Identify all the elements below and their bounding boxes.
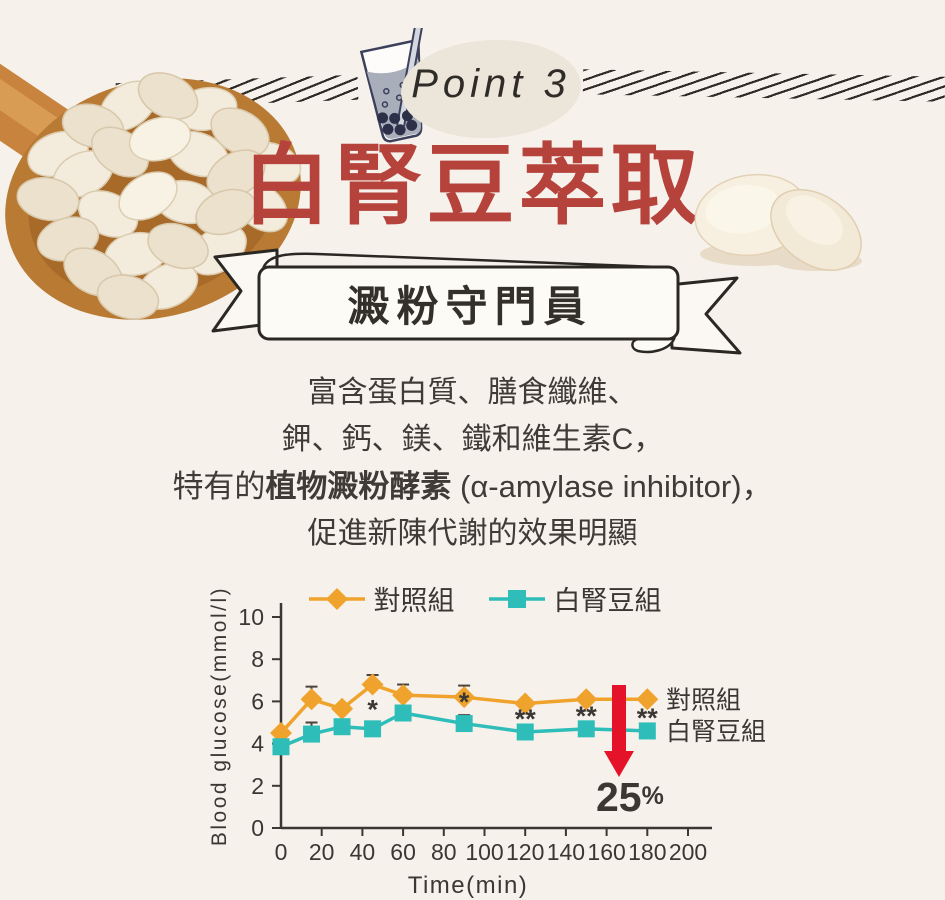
- significance-marker: **: [515, 704, 537, 734]
- data-point-diamond: [392, 684, 415, 707]
- x-tick-label: 80: [431, 839, 457, 865]
- data-point-square: [638, 722, 656, 740]
- x-tick-label: 100: [465, 839, 503, 865]
- significance-marker: *: [367, 695, 378, 725]
- x-tick-label: 140: [547, 839, 585, 865]
- data-point-diamond: [331, 697, 354, 720]
- x-tick-label: 200: [669, 839, 707, 865]
- significance-marker: **: [576, 701, 598, 731]
- bean-spoon-image: [0, 63, 302, 320]
- intro-line-3-bold: 植物澱粉酵素: [265, 469, 452, 504]
- point-label: Point 3: [411, 62, 571, 106]
- intro-line-3-prefix: 特有的: [172, 469, 266, 504]
- intro-line-4: 促進新陳代謝的效果明顯: [307, 517, 638, 550]
- significance-marker: *: [459, 687, 470, 717]
- data-point-square: [333, 718, 351, 736]
- y-tick-label: 10: [238, 604, 264, 630]
- data-point-diamond: [575, 688, 598, 711]
- hatch-decoration-right: [582, 69, 945, 102]
- legend-marker-square-icon: [488, 589, 545, 608]
- intro-line-3: 特有的植物澱粉酵素 (α-amylase inhibitor)，: [172, 463, 772, 510]
- data-point-square: [394, 704, 412, 722]
- data-point-square: [364, 720, 382, 738]
- x-tick-label: 160: [587, 839, 625, 865]
- intro-line-2: 鉀、鈣、鎂、鐵和維生素C，: [281, 423, 664, 456]
- legend-item-control: 對照組: [308, 579, 455, 618]
- series-end-label: 白腎豆組: [666, 718, 766, 746]
- y-tick-label: 4: [251, 731, 264, 757]
- x-tick-label: 40: [350, 839, 376, 865]
- y-axis-label: Blood glucose(mmol/l): [208, 586, 231, 846]
- data-point-diamond: [361, 673, 384, 696]
- data-point-diamond: [636, 688, 659, 711]
- chart-legend: 對照組 白腎豆組: [200, 579, 770, 618]
- beans-decoration: [694, 173, 862, 272]
- series-end-label: 對照組: [666, 686, 741, 714]
- legend-label-bean: 白腎豆組: [553, 586, 662, 616]
- bean-pile: [16, 72, 302, 320]
- blood-glucose-chart: 對照組 白腎豆組 0 2 4 6 8 10 0 20 40 60 80 100 120 140 160 180…: [200, 563, 945, 900]
- y-tick-label: 6: [251, 688, 264, 714]
- y-tick-label: 8: [251, 646, 264, 672]
- x-tick-label: 120: [506, 839, 544, 865]
- data-point-square: [516, 723, 534, 741]
- ribbon-banner: [211, 248, 742, 355]
- intro-line-3-suffix: (α-amylase inhibitor)，: [451, 469, 773, 504]
- decrease-percent-label: 25%: [596, 774, 664, 820]
- page-title: 白腎豆萃取: [242, 136, 703, 235]
- data-point-square: [455, 715, 473, 733]
- significance-marker: **: [637, 703, 659, 733]
- ribbon-text: 澱粉守門員: [347, 282, 593, 330]
- data-point-diamond: [453, 686, 476, 709]
- x-tick-label: 180: [628, 839, 666, 865]
- data-point-square: [272, 738, 290, 756]
- data-point-square: [577, 720, 595, 738]
- data-point-diamond: [300, 688, 323, 711]
- y-tick-label: 2: [251, 773, 264, 799]
- data-point-diamond: [514, 692, 537, 715]
- x-tick-label: 20: [309, 839, 335, 865]
- decrease-arrow: [604, 685, 634, 777]
- legend-marker-diamond-icon: [308, 587, 365, 610]
- intro-line-1: 富含蛋白質、膳食纖維、: [307, 376, 638, 409]
- x-axis-label: Time(min): [408, 872, 529, 899]
- x-tick-label: 60: [390, 839, 416, 865]
- legend-item-bean: 白腎豆組: [488, 579, 662, 618]
- data-point-square: [303, 725, 321, 743]
- legend-label-control: 對照組: [373, 586, 455, 616]
- intro-text: 富含蛋白質、膳食纖維、 鉀、鈣、鎂、鐵和維生素C， 特有的植物澱粉酵素 (α-a…: [0, 369, 945, 557]
- x-tick-label: 0: [275, 839, 288, 865]
- y-tick-label: 0: [251, 815, 264, 841]
